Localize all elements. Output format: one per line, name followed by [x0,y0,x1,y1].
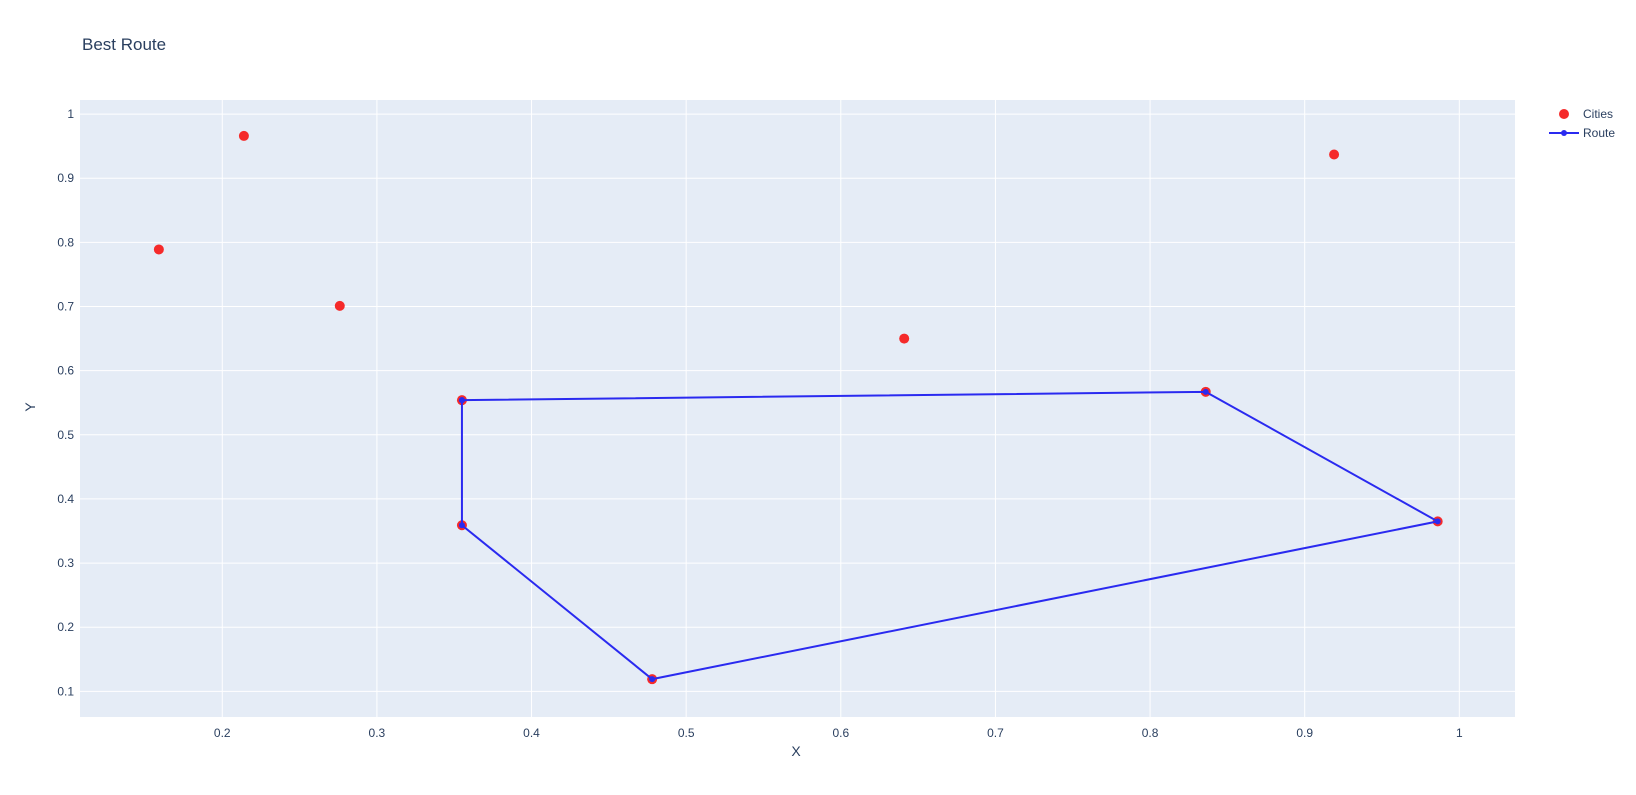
city-point [238,130,249,141]
y-tick-label: 0.1 [57,684,74,698]
route-series [458,388,1441,683]
plot-area [80,100,1515,717]
grid-lines [80,100,1515,717]
x-tick-label: 0.4 [523,726,540,740]
y-tick-label: 0.8 [57,235,74,249]
city-point [153,244,164,255]
route-line [460,390,1441,681]
x-tick-label: 1 [1456,726,1463,740]
city-point [334,300,345,311]
x-tick-label: 0.5 [678,726,695,740]
y-tick-label: 1 [67,107,74,121]
y-tick-label: 0.2 [57,620,74,634]
legend-route-marker [1561,130,1567,136]
y-tick-label: 0.6 [57,364,74,378]
axis-ticks: 0.2 0.3 0.4 0.5 0.6 0.7 0.8 0.9 1 0.1 0.2 0.3 0.4 0.5… [57,107,1463,740]
chart-title: Best Route [82,35,166,54]
route-point [458,397,465,404]
x-tick-label: 0.7 [987,726,1004,740]
x-tick-label: 0.6 [832,726,849,740]
legend-item-route[interactable]: Route [1549,126,1615,140]
y-tick-label: 0.7 [57,300,74,314]
y-tick-label: 0.9 [57,171,74,185]
x-tick-label: 0.2 [214,726,231,740]
route-point [458,522,465,529]
x-tick-label: 0.3 [369,726,386,740]
y-axis-title: Y [22,402,38,412]
route-point [1202,388,1209,395]
x-tick-label: 0.9 [1296,726,1313,740]
legend-route-label: Route [1583,126,1615,140]
legend-item-cities[interactable]: Cities [1559,107,1613,121]
legend[interactable]: Cities Route [1549,107,1615,140]
route-point [1434,518,1441,525]
legend-cities-marker [1559,109,1569,119]
city-point [899,333,910,344]
x-tick-label: 0.8 [1142,726,1159,740]
y-tick-label: 0.4 [57,492,74,506]
y-tick-label: 0.5 [57,428,74,442]
y-tick-label: 0.3 [57,556,74,570]
legend-cities-label: Cities [1583,107,1613,121]
route-point [649,676,656,683]
x-axis-title: X [791,743,801,759]
city-point [1329,149,1340,160]
